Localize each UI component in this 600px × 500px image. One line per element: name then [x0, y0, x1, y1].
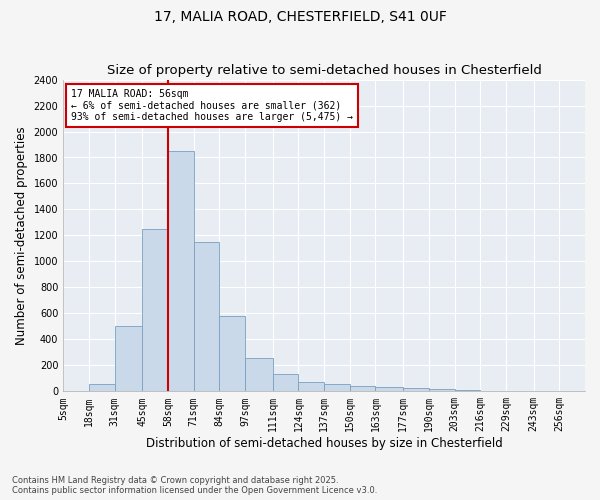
Bar: [429, 390, 455, 392]
Bar: [168, 151, 194, 392]
Bar: [220, 316, 245, 392]
Bar: [194, 242, 220, 392]
Text: 17 MALIA ROAD: 56sqm
← 6% of semi-detached houses are smaller (362)
93% of semi-: 17 MALIA ROAD: 56sqm ← 6% of semi-detach…: [71, 89, 353, 122]
Bar: [298, 382, 324, 392]
Bar: [272, 374, 298, 392]
Title: Size of property relative to semi-detached houses in Chesterfield: Size of property relative to semi-detach…: [107, 64, 542, 77]
Y-axis label: Number of semi-detached properties: Number of semi-detached properties: [15, 126, 28, 345]
Bar: [455, 390, 480, 392]
Bar: [376, 388, 403, 392]
Bar: [480, 390, 506, 392]
Bar: [245, 358, 272, 392]
Bar: [63, 390, 89, 392]
Bar: [115, 326, 142, 392]
Bar: [89, 384, 115, 392]
Text: Contains HM Land Registry data © Crown copyright and database right 2025.
Contai: Contains HM Land Registry data © Crown c…: [12, 476, 377, 495]
Bar: [142, 229, 168, 392]
Text: 17, MALIA ROAD, CHESTERFIELD, S41 0UF: 17, MALIA ROAD, CHESTERFIELD, S41 0UF: [154, 10, 446, 24]
X-axis label: Distribution of semi-detached houses by size in Chesterfield: Distribution of semi-detached houses by …: [146, 437, 502, 450]
Bar: [350, 386, 376, 392]
Bar: [324, 384, 350, 392]
Bar: [403, 388, 429, 392]
